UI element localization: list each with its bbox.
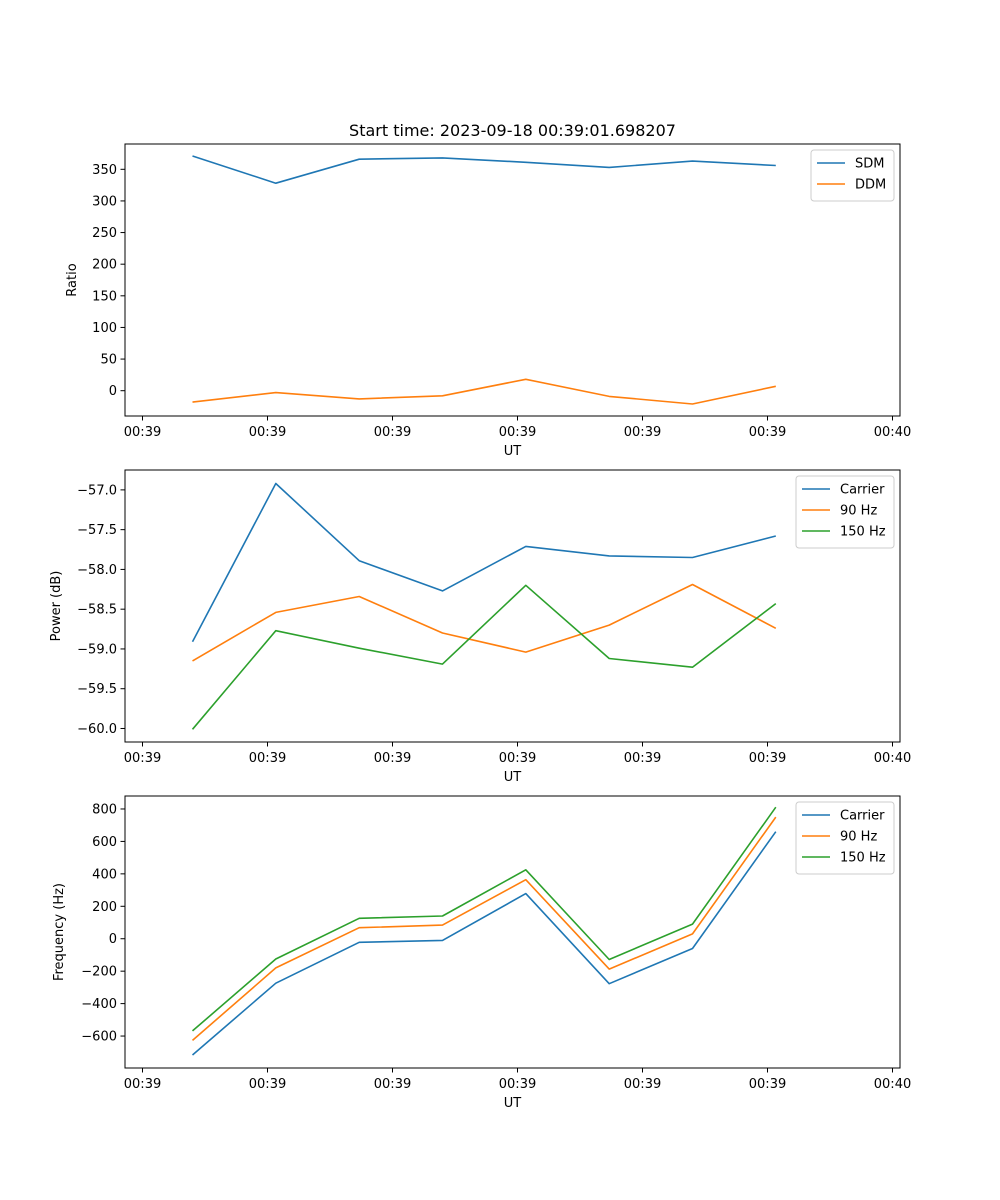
legend-box (795, 475, 895, 549)
series-line-90-hz (191, 816, 777, 1042)
chart-panel-1: 0 50 100 150 200 250 300 350 00:39 00:39 00:39 00:3… (65, 143, 911, 459)
x-axis-label: UT (504, 1096, 522, 1111)
legend-label: 150 Hz (840, 851, 886, 866)
y-tick-label: −58.0 (77, 563, 117, 578)
x-tick-label: 00:39 (499, 1077, 536, 1092)
y-axis-label: Frequency (Hz) (52, 883, 67, 981)
x-tick-label: 00:39 (499, 425, 536, 440)
x-tick-label: 00:39 (249, 751, 286, 766)
legend-label: 90 Hz (840, 830, 877, 845)
axes-frame (124, 795, 901, 1069)
y-axis-label: Ratio (65, 263, 80, 296)
series-line-90-hz (192, 583, 777, 662)
x-tick-label: 00:39 (249, 1077, 286, 1092)
series-line-carrier (191, 482, 776, 643)
y-tick-label: 200 (92, 900, 117, 915)
y-tick-label: 400 (92, 867, 117, 882)
legend-label: DDM (855, 178, 886, 193)
y-tick-label: 50 (100, 353, 117, 368)
legend: Carrier 90 Hz 150 Hz (795, 801, 895, 875)
y-tick-label: 800 (92, 802, 117, 817)
y-tick-label: 300 (92, 194, 117, 209)
y-tick-label: 0 (109, 384, 117, 399)
series-line-sdm (192, 155, 776, 184)
axes-frame (124, 469, 901, 743)
x-axis-label: UT (504, 770, 522, 785)
x-tick-label: 00:40 (874, 1077, 911, 1092)
legend-label: Carrier (840, 483, 885, 498)
y-tick-label: −59.0 (77, 642, 117, 657)
series-line-150-hz (191, 584, 777, 730)
y-tick-label: −400 (81, 997, 117, 1012)
legend-label: Carrier (840, 809, 885, 824)
x-tick-label: 00:39 (624, 425, 661, 440)
legend-label: SDM (855, 157, 884, 172)
series-line-ddm (192, 378, 776, 405)
x-tick-label: 00:39 (124, 425, 161, 440)
x-tick-label: 00:39 (749, 1077, 786, 1092)
x-tick-label: 00:39 (499, 751, 536, 766)
legend: Carrier 90 Hz 150 Hz (795, 475, 895, 549)
x-tick-label: 00:39 (374, 1077, 411, 1092)
chart-panel-2: −60.0 −59.5 −59.0 −58.5 −58.0 −57.5 −57.0 00:39… (49, 469, 911, 785)
y-tick-label: 250 (92, 226, 117, 241)
x-tick-label: 00:39 (249, 425, 286, 440)
y-tick-label: 600 (92, 835, 117, 850)
x-tick-label: 00:39 (749, 425, 786, 440)
series-line-150-hz (191, 806, 777, 1032)
y-tick-label: −58.5 (77, 603, 117, 618)
y-tick-label: 0 (109, 932, 117, 947)
legend-box (795, 801, 895, 875)
y-tick-label: −59.5 (77, 682, 117, 697)
y-tick-label: −200 (81, 965, 117, 980)
x-tick-label: 00:40 (874, 751, 911, 766)
legend-label: 150 Hz (840, 525, 886, 540)
x-tick-label: 00:39 (124, 751, 161, 766)
y-tick-label: −57.0 (77, 483, 117, 498)
x-tick-label: 00:39 (749, 751, 786, 766)
x-tick-label: 00:40 (874, 425, 911, 440)
chart-panel-3: −600 −400 −200 0 200 400 600 800 00:39 00:39 00:39… (52, 795, 911, 1111)
y-tick-label: −60.0 (77, 722, 117, 737)
x-tick-label: 00:39 (374, 751, 411, 766)
x-tick-label: 00:39 (124, 1077, 161, 1092)
series-line-carrier (191, 831, 777, 1056)
x-tick-label: 00:39 (374, 425, 411, 440)
y-tick-label: 350 (92, 163, 117, 178)
legend: SDM DDM (810, 149, 895, 202)
x-axis-label: UT (504, 444, 522, 459)
legend-label: 90 Hz (840, 504, 877, 519)
y-axis-label: Power (dB) (49, 571, 64, 642)
x-tick-label: 00:39 (624, 1077, 661, 1092)
y-tick-label: 200 (92, 258, 117, 273)
y-tick-label: −57.5 (77, 523, 117, 538)
y-tick-label: 100 (92, 321, 117, 336)
y-tick-label: −600 (81, 1030, 117, 1045)
figure-title: Start time: 2023-09-18 00:39:01.698207 (349, 121, 676, 140)
x-tick-label: 00:39 (624, 751, 661, 766)
axes-frame (124, 143, 901, 417)
y-tick-label: 150 (92, 289, 117, 304)
